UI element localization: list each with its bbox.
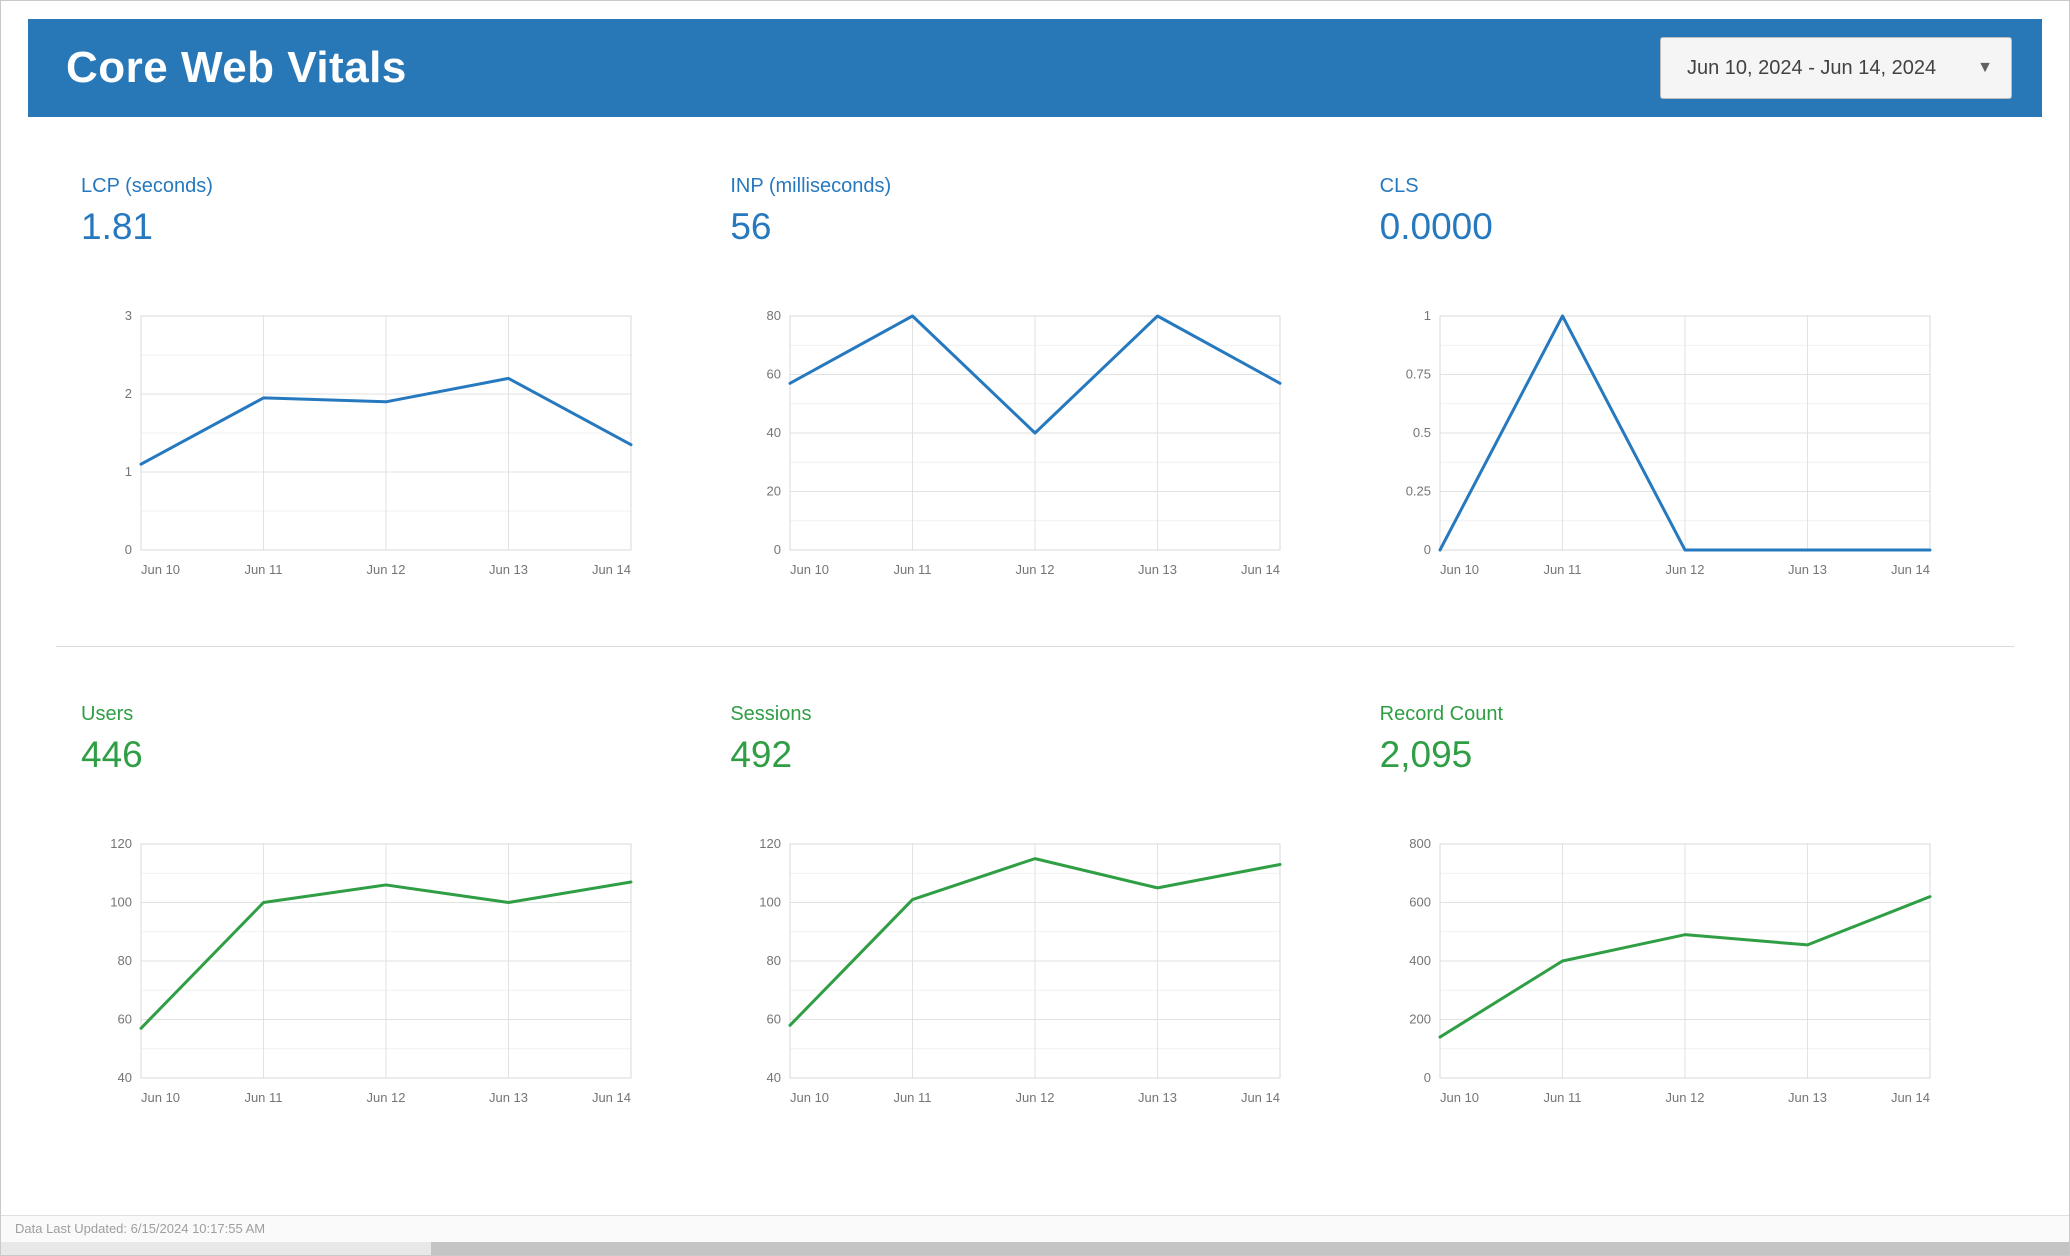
- svg-text:0: 0: [774, 542, 781, 557]
- svg-text:0.75: 0.75: [1405, 367, 1430, 382]
- svg-text:Jun 12: Jun 12: [1016, 1090, 1055, 1105]
- svg-text:Jun 10: Jun 10: [141, 562, 180, 577]
- svg-text:1: 1: [1423, 308, 1430, 323]
- chart-card-users: Users 446 40 60 80 100 120 Jun 10 Jun 11 Jun 12…: [61, 703, 710, 1122]
- cls-chart: 0 0.25 0.5 0.75 1 Jun 10 Jun 11 Jun 12 Jun 13 Jun…: [1405, 308, 1932, 577]
- svg-text:Jun 13: Jun 13: [489, 1090, 528, 1105]
- header: Core Web Vitals Jun 10, 2024 - Jun 14, 2…: [28, 19, 2042, 117]
- svg-text:0: 0: [125, 542, 132, 557]
- users-chart: 40 60 80 100 120 Jun 10 Jun 11 Jun 12 Jun 13 Jun …: [110, 836, 633, 1105]
- chevron-down-icon: ▼: [1977, 59, 1993, 76]
- svg-text:Jun 14: Jun 14: [1241, 562, 1280, 577]
- sessions-chart: 40 60 80 100 120 Jun 10 Jun 11 Jun 12 Jun 13 Jun …: [760, 836, 1282, 1105]
- svg-text:Jun 13: Jun 13: [1138, 1090, 1177, 1105]
- metric-title-record-count: Record Count: [1379, 703, 1504, 725]
- svg-text:100: 100: [110, 895, 132, 910]
- svg-text:0.5: 0.5: [1413, 425, 1431, 440]
- scrollbar-thumb[interactable]: [431, 1242, 2069, 1255]
- svg-text:Jun 10: Jun 10: [790, 562, 829, 577]
- svg-text:200: 200: [1409, 1012, 1431, 1027]
- svg-text:Jun 11: Jun 11: [894, 562, 932, 577]
- svg-text:Jun 12: Jun 12: [1665, 562, 1704, 577]
- svg-text:Jun 10: Jun 10: [1440, 562, 1479, 577]
- svg-text:Jun 10: Jun 10: [1440, 1090, 1479, 1105]
- svg-text:1: 1: [125, 464, 132, 479]
- metric-title-sessions: Sessions: [730, 703, 812, 725]
- metric-value-users: 446: [81, 734, 143, 775]
- svg-text:Jun 12: Jun 12: [366, 1090, 405, 1105]
- svg-text:800: 800: [1409, 836, 1431, 851]
- svg-text:600: 600: [1409, 895, 1431, 910]
- svg-text:120: 120: [760, 836, 782, 851]
- svg-text:60: 60: [767, 367, 781, 382]
- svg-text:Jun 13: Jun 13: [1788, 1090, 1827, 1105]
- svg-text:Jun 10: Jun 10: [141, 1090, 180, 1105]
- footer: Data Last Updated: 6/15/2024 10:17:55 AM: [1, 1215, 2069, 1242]
- inp-chart: 0 20 40 60 80 Jun 10 Jun 11 Jun 12 Jun 13 Jun 14: [767, 308, 1282, 577]
- chart-card-lcp: LCP (seconds) 1.81 0 1 2 3 Jun 10 Jun 11 Jun 1…: [61, 175, 710, 594]
- svg-text:Jun 13: Jun 13: [489, 562, 528, 577]
- svg-text:Jun 13: Jun 13: [1788, 562, 1827, 577]
- svg-text:40: 40: [767, 1070, 781, 1085]
- svg-text:Jun 12: Jun 12: [366, 562, 405, 577]
- svg-text:20: 20: [767, 484, 781, 499]
- chart-card-cls: CLS 0.0000 0 0.25 0.5 0.75 1 Jun 10 Jun 11 Jun …: [1360, 175, 2009, 594]
- svg-text:400: 400: [1409, 953, 1431, 968]
- svg-text:80: 80: [767, 953, 781, 968]
- svg-text:Jun 12: Jun 12: [1665, 1090, 1704, 1105]
- record-count-chart: 0 200 400 600 800 Jun 10 Jun 11 Jun 12 Jun 13 Jun…: [1409, 836, 1932, 1105]
- svg-text:Jun 11: Jun 11: [1543, 1090, 1581, 1105]
- svg-text:120: 120: [110, 836, 132, 851]
- svg-text:60: 60: [767, 1012, 781, 1027]
- svg-text:Jun 11: Jun 11: [244, 1090, 282, 1105]
- svg-text:Jun 14: Jun 14: [1891, 562, 1930, 577]
- svg-text:Jun 10: Jun 10: [790, 1090, 829, 1105]
- metric-title-users: Users: [81, 703, 134, 725]
- svg-text:40: 40: [118, 1070, 132, 1085]
- chart-card-sessions: Sessions 492 40 60 80 100 120 Jun 10 Jun 11 Jun…: [710, 703, 1359, 1122]
- header-wrap: Core Web Vitals Jun 10, 2024 - Jun 14, 2…: [1, 1, 2069, 117]
- horizontal-scrollbar[interactable]: [1, 1242, 2069, 1255]
- row-divider: [56, 646, 2014, 647]
- date-range-label: Jun 10, 2024 - Jun 14, 2024: [1687, 56, 1937, 79]
- svg-text:Jun 14: Jun 14: [1241, 1090, 1280, 1105]
- svg-text:80: 80: [767, 308, 781, 323]
- svg-text:Jun 12: Jun 12: [1016, 562, 1055, 577]
- metric-title-cls: CLS: [1379, 175, 1419, 197]
- metric-value-inp: 56: [730, 206, 772, 247]
- metric-title-lcp: LCP (seconds): [81, 175, 213, 197]
- svg-text:Jun 14: Jun 14: [592, 1090, 631, 1105]
- svg-text:0: 0: [1423, 542, 1430, 557]
- lcp-chart: 0 1 2 3 Jun 10 Jun 11 Jun 12 Jun 13 Jun 14: [125, 308, 633, 577]
- metric-value-lcp: 1.81: [81, 206, 154, 247]
- svg-text:80: 80: [118, 953, 132, 968]
- svg-text:Jun 11: Jun 11: [1543, 562, 1581, 577]
- metric-title-inp: INP (milliseconds): [730, 175, 892, 197]
- svg-text:Jun 13: Jun 13: [1138, 562, 1177, 577]
- svg-text:Jun 14: Jun 14: [592, 562, 631, 577]
- svg-text:60: 60: [118, 1012, 132, 1027]
- svg-text:Jun 11: Jun 11: [244, 562, 282, 577]
- chart-card-record-count: Record Count 2,095 0 200 400 600 800 Jun 10 Ju…: [1360, 703, 2009, 1122]
- svg-text:100: 100: [760, 895, 782, 910]
- page-title: Core Web Vitals: [66, 43, 407, 92]
- svg-text:3: 3: [125, 308, 132, 323]
- report-content: LCP (seconds) 1.81 0 1 2 3 Jun 10 Jun 11 Jun 1…: [1, 117, 2069, 1215]
- metric-value-sessions: 492: [730, 734, 793, 775]
- svg-text:Jun 11: Jun 11: [894, 1090, 932, 1105]
- last-updated-text: Data Last Updated: 6/15/2024 10:17:55 AM: [15, 1221, 266, 1236]
- metric-value-record-count: 2,095: [1379, 734, 1473, 775]
- svg-text:0.25: 0.25: [1405, 484, 1430, 499]
- svg-text:2: 2: [125, 386, 132, 401]
- chart-card-inp: INP (milliseconds) 56 0 20 40 60 80 Jun 10 Jun…: [710, 175, 1359, 594]
- row-traffic: Users 446 40 60 80 100 120 Jun 10 Jun 11 Jun 12…: [1, 703, 2069, 1122]
- row-core-vitals: LCP (seconds) 1.81 0 1 2 3 Jun 10 Jun 11 Jun 1…: [1, 175, 2069, 594]
- date-range-selector[interactable]: Jun 10, 2024 - Jun 14, 2024 ▼: [1660, 37, 2012, 99]
- metric-value-cls: 0.0000: [1379, 206, 1493, 247]
- svg-text:Jun 14: Jun 14: [1891, 1090, 1930, 1105]
- svg-text:0: 0: [1423, 1070, 1430, 1085]
- svg-text:40: 40: [767, 425, 781, 440]
